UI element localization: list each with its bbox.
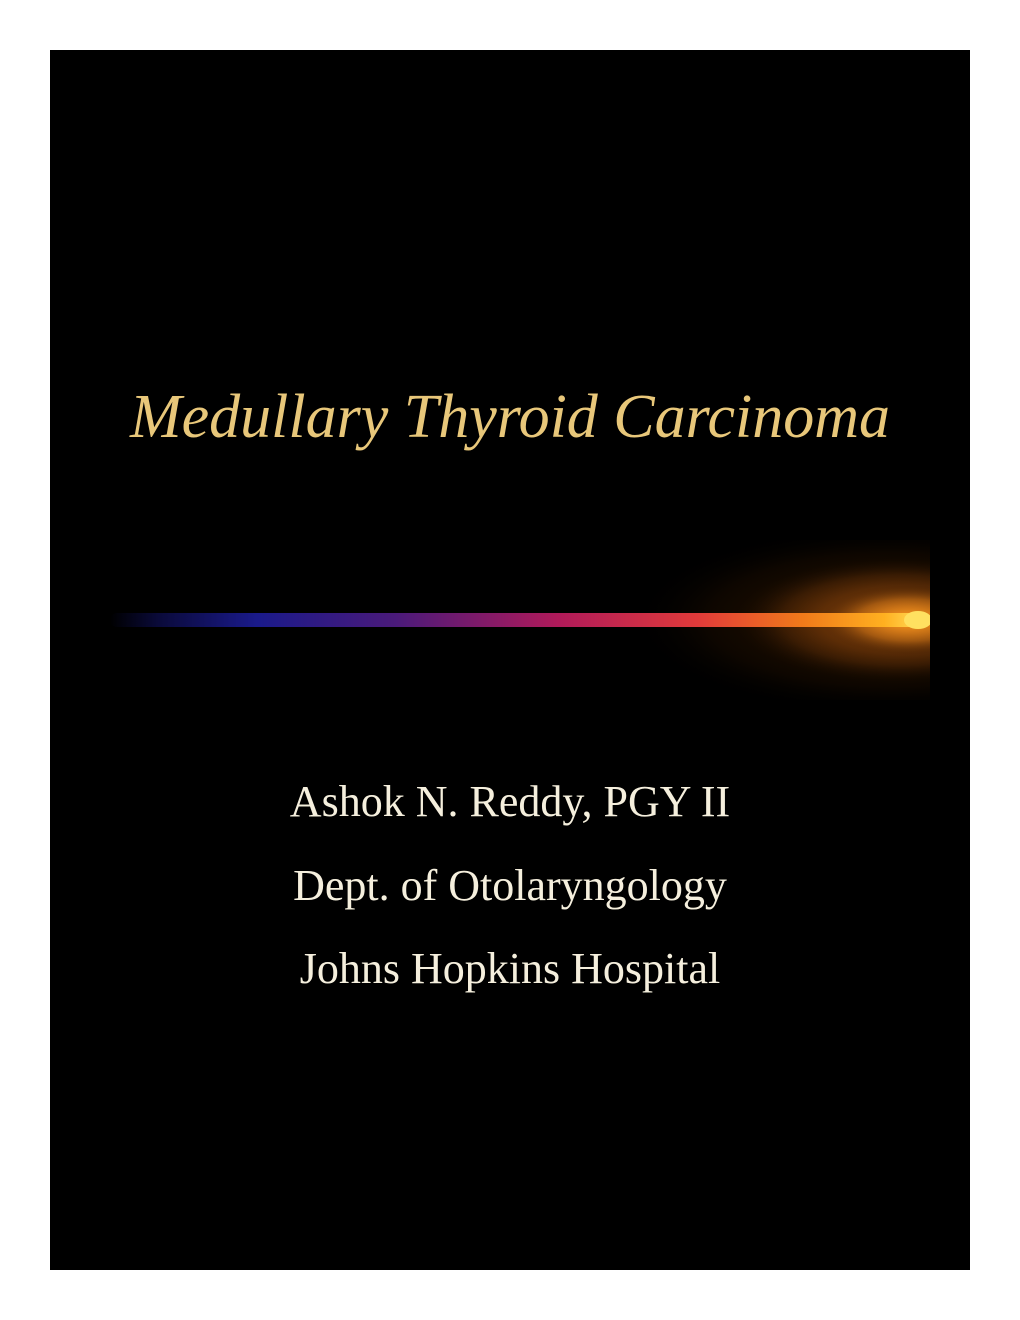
subtitle-line-3: Johns Hopkins Hospital (50, 927, 970, 1011)
comet-core (904, 611, 930, 629)
subtitle-line-1: Ashok N. Reddy, PGY II (50, 760, 970, 844)
comet-svg (110, 540, 930, 700)
comet-bar (110, 613, 925, 627)
slide-subtitle: Ashok N. Reddy, PGY II Dept. of Otolaryn… (50, 760, 970, 1011)
comet-glow-inner (820, 585, 930, 655)
slide: Medullary Thyroid Carcinoma (50, 50, 970, 1270)
comet-glow-outer (630, 540, 930, 700)
slide-title: Medullary Thyroid Carcinoma (50, 382, 970, 453)
page: Medullary Thyroid Carcinoma (0, 0, 1020, 1320)
comet-glow-mid (730, 555, 930, 685)
subtitle-line-2: Dept. of Otolaryngology (50, 844, 970, 928)
comet-divider (110, 540, 930, 700)
